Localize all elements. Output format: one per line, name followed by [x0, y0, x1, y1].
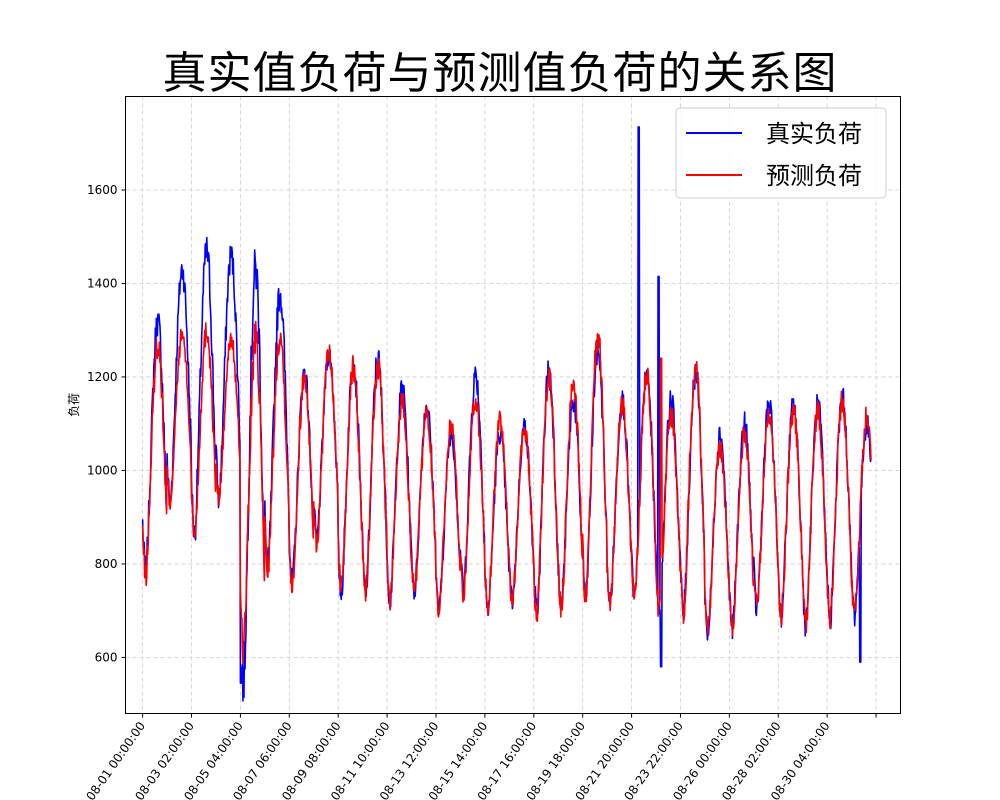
legend-label-actual: 真实负荷 — [766, 120, 862, 148]
y-tick-label: 1400 — [87, 276, 118, 290]
legend-label-predicted: 预测负荷 — [766, 162, 862, 190]
series-line-predicted — [141, 320, 872, 665]
y-axis-label: 负荷 — [67, 393, 81, 417]
series-layer — [141, 126, 872, 702]
y-tick-label: 1600 — [87, 183, 118, 197]
grid-layer — [125, 96, 901, 714]
chart-title: 真实值负荷与预测值负荷的关系图 — [162, 48, 838, 99]
plot-frame — [125, 96, 901, 714]
legend: 真实负荷 预测负荷 — [675, 107, 887, 199]
y-tick-label: 600 — [95, 650, 118, 664]
y-tick-label: 1200 — [87, 370, 118, 384]
y-tick-label: 1000 — [87, 463, 118, 477]
y-tick-label: 800 — [95, 557, 118, 571]
